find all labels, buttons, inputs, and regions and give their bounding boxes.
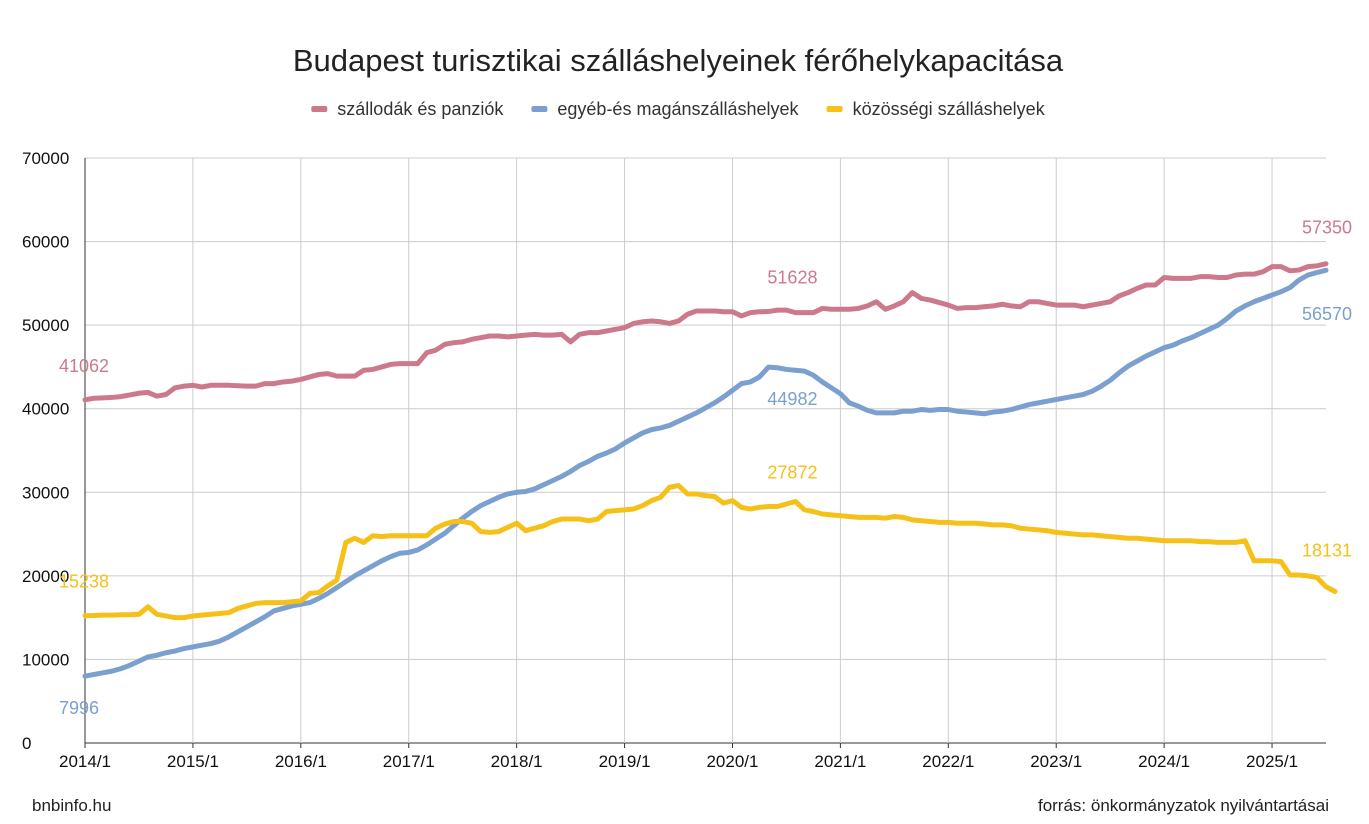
x-tick-label: 2019/1 <box>599 752 651 771</box>
series-lines <box>82 261 1338 679</box>
data-label: 51628 <box>767 268 817 288</box>
y-tick-label: 10000 <box>22 650 69 669</box>
legend-swatch <box>311 106 328 112</box>
data-label: 57350 <box>1302 218 1352 238</box>
legend-swatch <box>531 106 548 112</box>
data-label: 56570 <box>1302 304 1352 324</box>
y-tick-label: 60000 <box>22 233 69 252</box>
x-tick-label: 2017/1 <box>383 752 435 771</box>
x-tick-label: 2025/1 <box>1246 752 1298 771</box>
legend-item-2: egyéb-és magánszálláshelyek <box>531 99 800 119</box>
x-tick-label: 2021/1 <box>814 752 866 771</box>
y-tick-label: 20000 <box>22 567 69 586</box>
x-tick-label: 2020/1 <box>706 752 758 771</box>
y-tick-label: 50000 <box>22 316 69 335</box>
series-line-3 <box>82 483 1338 621</box>
y-axis-ticks: 0 10000 20000 30000 40000 50000 60000 70000 <box>22 149 69 753</box>
source-note: forrás: önkormányzatok nyilvántartásai <box>1037 796 1329 815</box>
legend-item-1: szállodák és panziók <box>311 99 504 119</box>
x-axis-ticks: 2014/1 2015/1 2016/1 2017/1 2018/1 2019/1 2020… <box>59 752 1298 771</box>
x-tick-label: 2016/1 <box>275 752 327 771</box>
y-tick-label: 30000 <box>22 483 69 502</box>
chart-title: Budapest turisztikai szálláshelyeinek fé… <box>293 43 1064 78</box>
x-tick-label: 2024/1 <box>1138 752 1190 771</box>
x-tick-label: 2018/1 <box>491 752 543 771</box>
data-label: 18131 <box>1302 541 1352 561</box>
y-tick-label: 0 <box>22 734 31 753</box>
series-line-1 <box>82 261 1329 403</box>
data-label: 15238 <box>59 572 109 592</box>
data-label: 7996 <box>59 698 99 718</box>
legend-item-3: közösségi szálláshelyek <box>826 99 1046 119</box>
series-line-2 <box>82 267 1329 679</box>
legend-label: szállodák és panziók <box>337 99 504 119</box>
data-label: 27872 <box>767 462 817 482</box>
legend: szállodák és panziók egyéb-és magánszállá… <box>311 99 1046 119</box>
y-tick-label: 70000 <box>22 149 69 168</box>
gridlines <box>84 157 1326 748</box>
site-name: bnbinfo.hu <box>32 796 112 815</box>
x-tick-label: 2022/1 <box>922 752 974 771</box>
data-label: 44982 <box>767 389 817 409</box>
x-tick-label: 2014/1 <box>59 752 111 771</box>
y-tick-label: 40000 <box>22 400 69 419</box>
legend-label: egyéb-és magánszálláshelyek <box>557 99 799 119</box>
legend-swatch <box>826 106 843 112</box>
x-tick-label: 2015/1 <box>167 752 219 771</box>
x-tick-label: 2023/1 <box>1030 752 1082 771</box>
data-annotations: 41062 51628 57350 7996 44982 56570 15238 27872 1… <box>59 218 1352 718</box>
legend-label: közösségi szálláshelyek <box>853 99 1046 119</box>
data-label: 41062 <box>59 356 109 376</box>
